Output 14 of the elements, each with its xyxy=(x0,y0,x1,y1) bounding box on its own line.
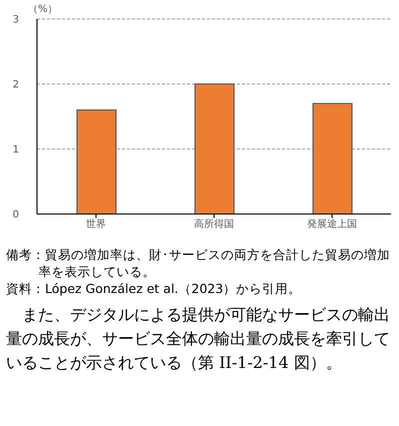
y-tick-label: 2 xyxy=(12,80,19,91)
bar xyxy=(312,103,352,214)
bar xyxy=(194,84,234,214)
y-tick-label: 0 xyxy=(12,210,19,221)
bar xyxy=(76,110,116,214)
text: また、デジタルによる提供が可能なサービスの輸出量の成長が、サービス全体の輸出量の成長を牽引していることが示されている（第 II-1-2-14 図）。 xyxy=(6,304,391,374)
x-tick-label: 高所得国 xyxy=(194,218,234,230)
x-tick-label: 世界 xyxy=(86,218,106,230)
y-axis-title: （%） xyxy=(28,3,58,16)
text: 資料：López González et al.（2023）から引用。 xyxy=(6,280,302,297)
text: 備考：貿易の増加率は、財･サービスの両方を合計した貿易の増加率を表示している。 xyxy=(6,246,391,280)
y-tick-label: 3 xyxy=(12,14,19,26)
x-tick-label: 発展途上国 xyxy=(307,218,357,230)
y-tick-label: 1 xyxy=(12,144,19,156)
